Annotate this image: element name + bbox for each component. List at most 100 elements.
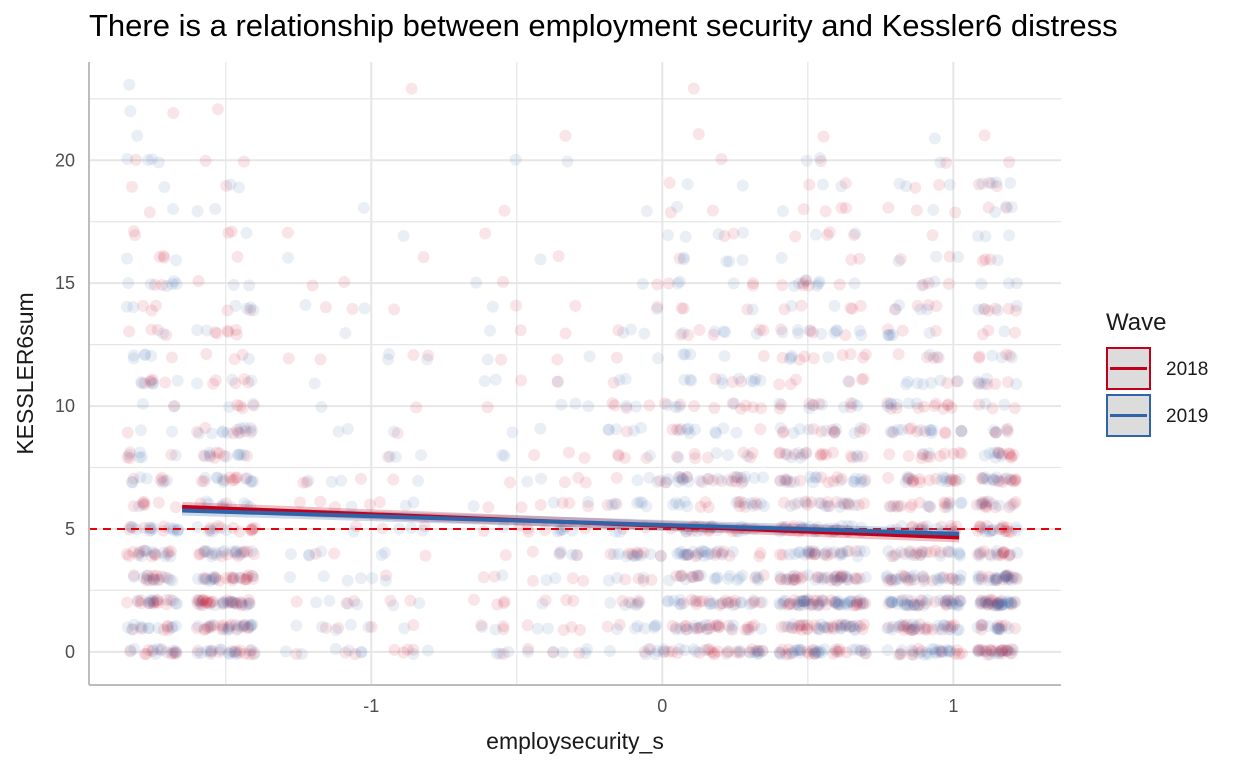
scatter-point bbox=[662, 595, 675, 608]
scatter-point bbox=[308, 377, 321, 390]
scatter-point bbox=[127, 545, 140, 558]
scatter-point bbox=[940, 475, 953, 488]
scatter-point bbox=[1008, 474, 1021, 487]
scatter-point bbox=[934, 572, 947, 585]
scatter-point bbox=[949, 206, 962, 219]
scatter-point bbox=[140, 569, 153, 582]
scatter-point bbox=[909, 181, 922, 194]
scatter-point bbox=[898, 619, 911, 632]
scatter-point bbox=[612, 450, 625, 463]
scatter-point bbox=[1002, 447, 1015, 460]
scatter-point bbox=[856, 623, 869, 636]
scatter-point bbox=[247, 398, 260, 411]
scatter-point bbox=[802, 647, 815, 660]
scatter-point bbox=[830, 595, 843, 608]
scatter-point bbox=[811, 646, 824, 659]
scatter-point bbox=[227, 572, 240, 585]
scatter-point bbox=[737, 446, 750, 459]
scatter-point bbox=[946, 620, 959, 633]
scatter-point bbox=[923, 474, 936, 487]
scatter-point bbox=[844, 594, 857, 607]
scatter-point bbox=[942, 546, 955, 559]
scatter-point bbox=[467, 593, 480, 606]
scatter-point bbox=[534, 422, 547, 435]
scatter-point bbox=[989, 205, 1002, 218]
scatter-point bbox=[216, 472, 229, 485]
scatter-point bbox=[799, 274, 812, 287]
scatter-point bbox=[998, 571, 1011, 584]
scatter-point bbox=[801, 622, 814, 635]
scatter-point bbox=[785, 349, 798, 362]
scatter-point bbox=[794, 619, 807, 632]
scatter-point bbox=[982, 620, 995, 633]
scatter-point bbox=[990, 471, 1003, 484]
scatter-point bbox=[504, 476, 517, 489]
scatter-point bbox=[314, 495, 327, 508]
scatter-point bbox=[857, 618, 870, 631]
scatter-point bbox=[785, 351, 798, 364]
scatter-point bbox=[949, 574, 962, 587]
scatter-point bbox=[804, 325, 817, 338]
scatter-point bbox=[846, 620, 859, 633]
scatter-point bbox=[1005, 571, 1018, 584]
scatter-point bbox=[715, 547, 728, 560]
scatter-point bbox=[238, 497, 251, 510]
scatter-point bbox=[938, 447, 951, 460]
scatter-point bbox=[628, 549, 641, 562]
y-tick-label: 0 bbox=[65, 642, 75, 662]
scatter-point bbox=[165, 621, 178, 634]
scatter-point bbox=[815, 646, 828, 659]
scatter-point bbox=[997, 546, 1010, 559]
scatter-point bbox=[137, 571, 150, 584]
scatter-point bbox=[319, 301, 332, 314]
scatter-point bbox=[237, 449, 250, 462]
scatter-point bbox=[808, 647, 821, 660]
scatter-point bbox=[633, 596, 646, 609]
scatter-point bbox=[612, 548, 625, 561]
scatter-point bbox=[698, 549, 711, 562]
scatter-point bbox=[774, 573, 787, 586]
scatter-point bbox=[148, 548, 161, 561]
scatter-point bbox=[982, 598, 995, 611]
scatter-point bbox=[749, 496, 762, 509]
scatter-point bbox=[815, 398, 828, 411]
scatter-point bbox=[142, 154, 155, 167]
scatter-point bbox=[284, 548, 297, 561]
scatter-point bbox=[157, 546, 170, 559]
scatter-point bbox=[926, 642, 939, 655]
scatter-point bbox=[215, 550, 228, 563]
scatter-point bbox=[135, 594, 148, 607]
scatter-point bbox=[330, 624, 343, 637]
scatter-point bbox=[560, 593, 573, 606]
scatter-point bbox=[945, 473, 958, 486]
scatter-point bbox=[795, 595, 808, 608]
scatter-point bbox=[795, 623, 808, 636]
scatter-point bbox=[882, 201, 895, 214]
scatter-point bbox=[666, 645, 679, 658]
scatter-point bbox=[986, 498, 999, 511]
scatter-point bbox=[914, 476, 927, 489]
scatter-point bbox=[168, 400, 181, 413]
scatter-point bbox=[121, 451, 134, 464]
scatter-point bbox=[813, 397, 826, 410]
scatter-point bbox=[911, 425, 924, 438]
scatter-point bbox=[687, 643, 700, 656]
scatter-point bbox=[531, 622, 544, 635]
scatter-point bbox=[993, 622, 1006, 635]
scatter-point bbox=[380, 569, 393, 582]
scatter-point bbox=[632, 594, 645, 607]
scatter-point bbox=[906, 648, 919, 661]
scatter-point bbox=[559, 327, 572, 340]
scatter-point bbox=[795, 299, 808, 312]
scatter-point bbox=[1008, 596, 1021, 609]
scatter-point bbox=[853, 324, 866, 337]
scatter-point bbox=[743, 623, 756, 636]
scatter-point bbox=[610, 351, 623, 364]
scatter-point bbox=[244, 426, 257, 439]
scatter-point bbox=[603, 645, 616, 658]
scatter-point bbox=[233, 647, 246, 660]
scatter-point bbox=[921, 621, 934, 634]
scatter-point bbox=[842, 497, 855, 510]
scatter-point bbox=[124, 520, 137, 533]
scatter-point bbox=[217, 475, 230, 488]
